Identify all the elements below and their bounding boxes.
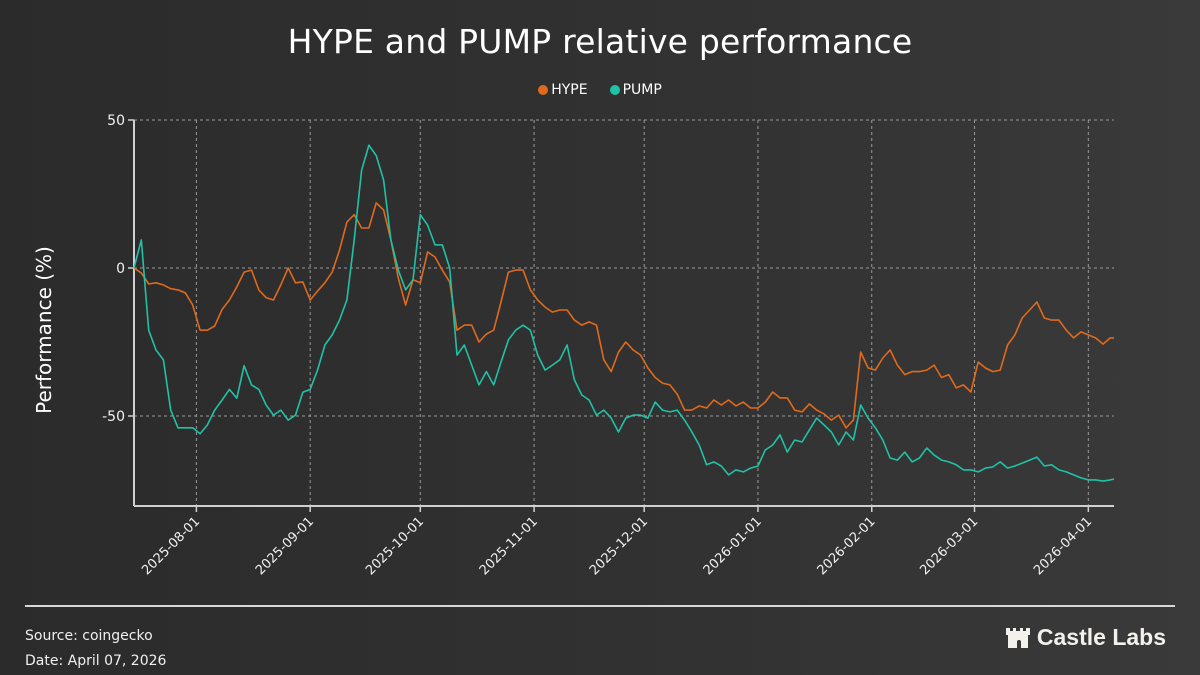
source-text: Source: coingecko: [25, 628, 153, 644]
x-tick-label: 2026-01-01: [701, 514, 765, 578]
y-tick-label: 0: [116, 261, 125, 277]
date-text: Date: April 07, 2026: [25, 653, 167, 669]
legend-marker-hype: [538, 85, 549, 95]
x-tick-label: 2025-10-01: [363, 514, 427, 578]
castle-icon: [1005, 627, 1030, 648]
x-tick-label: 2026-02-01: [815, 514, 879, 578]
series-points-hype: [133, 202, 1115, 428]
legend-item-hype: HYPE: [538, 82, 588, 98]
legend-item-pump: PUMP: [609, 82, 662, 98]
y-tick-label: -50: [102, 409, 125, 425]
legend-marker-pump: [609, 85, 620, 95]
x-tick-label: 2025-08-01: [139, 514, 203, 578]
brand-name: Castle Labs: [1036, 624, 1166, 650]
legend-label-hype: HYPE: [551, 82, 588, 98]
series-line-pump: [133, 144, 1115, 482]
series-points-pump: [133, 145, 1115, 482]
legend: HYPE PUMP: [0, 82, 1200, 98]
x-tick-label: 2026-04-01: [1031, 514, 1095, 578]
chart-title: HYPE and PUMP relative performance: [287, 22, 913, 61]
x-tick-label: 2026-03-01: [917, 514, 981, 578]
chart-plot: 50 0 -50 2025-08-01 2025-09-01 2025-10-01 2025…: [102, 113, 1115, 578]
x-tick-label: 2025-09-01: [253, 514, 317, 578]
brand-logo: Castle Labs: [1005, 624, 1166, 651]
series-line-hype: [133, 202, 1114, 429]
x-tick-label: 2025-12-01: [587, 514, 651, 578]
x-tick-label: 2025-11-01: [477, 514, 541, 578]
series-lines: [133, 144, 1115, 482]
legend-label-pump: PUMP: [622, 82, 662, 98]
grid: [134, 119, 1114, 506]
footer-divider: [25, 605, 1175, 607]
footer-info: Source: coingecko Date: April 07, 2026: [25, 624, 166, 674]
y-tick-label: 50: [107, 113, 125, 129]
axes: 50 0 -50 2025-08-01 2025-09-01 2025-10-01 2025…: [102, 113, 1114, 578]
